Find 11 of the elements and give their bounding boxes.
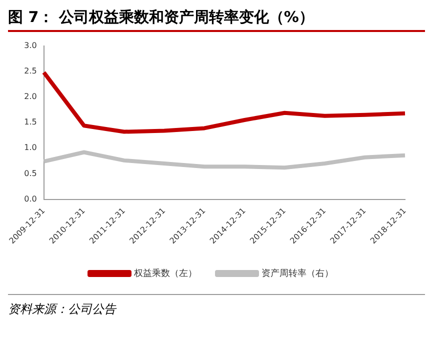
chart-title: 图 7： 公司权益乘数和资产周转率变化（%） (8, 8, 425, 32)
y-tick-label: 2.5 (24, 66, 37, 76)
text: 资料来源：公司公告 (8, 301, 118, 318)
y-tick-label: 3.0 (24, 40, 37, 50)
legend-label: 资产周转率（右） (262, 268, 334, 279)
y-tick-label: 1.0 (24, 143, 37, 152)
legend-label: 权益乘数（左） (133, 268, 197, 279)
y-tick-label: 0.5 (24, 168, 37, 178)
y-tick-label: 1.5 (24, 118, 37, 127)
y-tick-label: 0.0 (24, 194, 37, 204)
y-tick-label: 2.0 (24, 92, 37, 102)
